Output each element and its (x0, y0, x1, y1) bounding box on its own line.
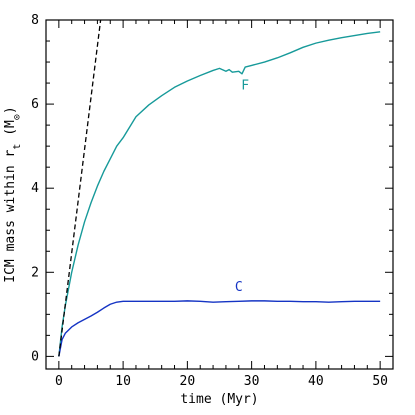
x-axis-title: time (Myr) (180, 392, 258, 407)
y-tick-label: 6 (31, 97, 39, 112)
y-axis-title-unit-open: (M (3, 120, 18, 144)
y-tick-label: 8 (31, 13, 39, 28)
series-line-c (58, 300, 381, 357)
x-tick-label: 20 (180, 374, 196, 389)
y-axis-title: ICM mass within rt (M⊙) (3, 106, 23, 282)
plot-frame (45, 19, 394, 370)
y-tick-label: 4 (31, 181, 39, 196)
y-axis-title-unit-close: ) (3, 106, 18, 114)
x-tick-label: 10 (115, 374, 131, 389)
series-line-f (58, 31, 381, 357)
series-layer (58, 20, 381, 357)
x-tick-label: 30 (244, 374, 260, 389)
reference-dashed-line (58, 20, 102, 357)
x-tick-label: 50 (372, 374, 388, 389)
y-tick-label: 2 (31, 265, 39, 280)
series-label-f: F (241, 78, 249, 93)
y-tick-label: 0 (31, 349, 39, 364)
y-axis-title-main: ICM mass within r (3, 149, 18, 282)
ticks-layer: 0 10 20 30 40 50 0 2 4 6 8 (31, 13, 393, 389)
x-tick-label: 40 (308, 374, 324, 389)
x-tick-label: 0 (55, 374, 63, 389)
series-label-c: C (235, 280, 243, 295)
y-axis-title-unit-symbol: ⊙ (12, 114, 23, 120)
y-axis-title-subscript: t (12, 144, 23, 150)
